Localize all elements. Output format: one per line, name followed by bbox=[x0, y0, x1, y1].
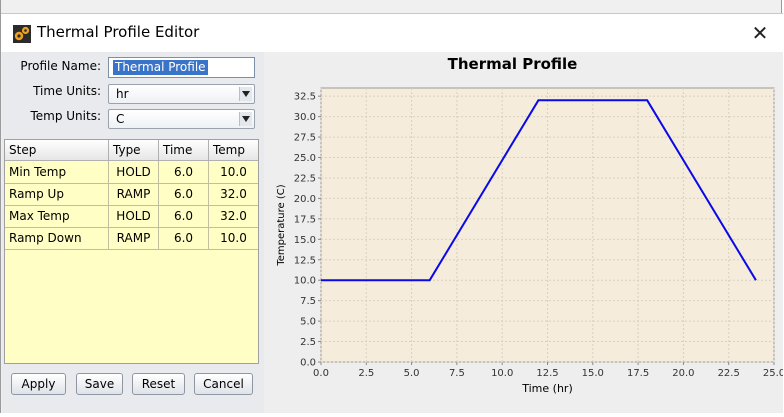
chevron-down-icon[interactable] bbox=[239, 112, 252, 126]
y-tick-label: 17.5 bbox=[294, 214, 316, 225]
chart-title: Thermal Profile bbox=[448, 55, 578, 73]
cancel-button[interactable]: Cancel bbox=[194, 373, 253, 395]
y-tick-label: 7.5 bbox=[300, 296, 316, 307]
x-tick-label: 20.0 bbox=[672, 368, 694, 379]
column-header-temp[interactable]: Temp bbox=[213, 143, 245, 157]
cell-step[interactable]: Max Temp bbox=[5, 205, 109, 227]
save-button[interactable]: Save bbox=[76, 373, 123, 395]
y-tick-label: 22.5 bbox=[294, 173, 316, 184]
cell-time[interactable]: 6.0 bbox=[159, 227, 209, 249]
window-title: Thermal Profile Editor bbox=[37, 23, 200, 41]
apply-button[interactable]: Apply bbox=[11, 373, 66, 395]
x-tick-label: 22.5 bbox=[718, 368, 740, 379]
y-tick-label: 25.0 bbox=[294, 153, 316, 164]
y-tick-label: 10.0 bbox=[294, 276, 316, 287]
y-tick-label: 32.5 bbox=[294, 92, 316, 103]
table-row[interactable]: Ramp Down RAMP 6.0 10.0 bbox=[5, 227, 258, 250]
cell-step[interactable]: Min Temp bbox=[5, 161, 109, 183]
column-header-step[interactable]: Step bbox=[5, 140, 109, 160]
x-axis-label: Time (hr) bbox=[521, 382, 573, 395]
y-axis-label: Temperature (C) bbox=[276, 184, 287, 266]
x-tick-label: 12.5 bbox=[536, 368, 558, 379]
steps-table[interactable]: Step Type Time Temp Min Temp HOLD 6.0 10… bbox=[4, 139, 259, 364]
y-tick-label: 20.0 bbox=[294, 194, 316, 205]
cell-temp[interactable]: 10.0 bbox=[220, 231, 247, 245]
y-tick-label: 27.5 bbox=[294, 133, 316, 144]
y-tick-label: 5.0 bbox=[300, 317, 316, 328]
y-tick-label: 15.0 bbox=[294, 235, 316, 246]
table-row[interactable]: Min Temp HOLD 6.0 10.0 bbox=[5, 161, 258, 184]
x-tick-label: 25.0 bbox=[763, 368, 783, 379]
x-tick-label: 7.5 bbox=[449, 368, 465, 379]
time-units-label: Time Units: bbox=[33, 84, 101, 98]
x-tick-label: 15.0 bbox=[582, 368, 604, 379]
cell-type[interactable]: HOLD bbox=[109, 205, 159, 227]
temp-units-select[interactable]: C bbox=[108, 109, 255, 129]
x-tick-label: 10.0 bbox=[491, 368, 513, 379]
table-row[interactable]: Ramp Up RAMP 6.0 32.0 bbox=[5, 183, 258, 206]
temp-units-value: C bbox=[116, 112, 125, 126]
cell-time[interactable]: 6.0 bbox=[159, 161, 209, 183]
cell-temp[interactable]: 32.0 bbox=[220, 187, 247, 201]
time-units-select[interactable]: hr bbox=[108, 84, 255, 104]
x-tick-label: 0.0 bbox=[313, 368, 329, 379]
x-tick-label: 17.5 bbox=[627, 368, 649, 379]
cell-time[interactable]: 6.0 bbox=[159, 183, 209, 205]
column-header-type[interactable]: Type bbox=[109, 140, 159, 160]
table-header: Step Type Time Temp bbox=[5, 140, 258, 161]
time-units-value: hr bbox=[116, 87, 129, 101]
cell-temp[interactable]: 32.0 bbox=[220, 209, 247, 223]
cell-temp[interactable]: 10.0 bbox=[220, 165, 247, 179]
y-tick-label: 2.5 bbox=[300, 337, 316, 348]
y-tick-label: 12.5 bbox=[294, 255, 316, 266]
profile-name-input[interactable]: Thermal Profile bbox=[108, 57, 255, 78]
column-header-time[interactable]: Time bbox=[159, 140, 209, 160]
x-tick-label: 2.5 bbox=[358, 368, 374, 379]
title-bar[interactable]: Thermal Profile Editor ✕ bbox=[1, 13, 783, 52]
profile-name-value: Thermal Profile bbox=[113, 60, 208, 75]
cell-step[interactable]: Ramp Up bbox=[5, 183, 109, 205]
chevron-down-icon[interactable] bbox=[239, 87, 252, 101]
reset-button[interactable]: Reset bbox=[132, 373, 185, 395]
close-icon[interactable]: ✕ bbox=[751, 21, 769, 45]
series-line bbox=[321, 99, 757, 282]
x-tick-label: 5.0 bbox=[404, 368, 420, 379]
thermal-profile-chart: Thermal Profile 0.0 2.5 5.0 7.5 10.0 12.5 15.0 1… bbox=[276, 55, 784, 395]
cell-time[interactable]: 6.0 bbox=[159, 205, 209, 227]
cell-type[interactable]: RAMP bbox=[109, 183, 159, 205]
gears-app-icon bbox=[13, 25, 31, 43]
y-tick-label: 0.0 bbox=[300, 358, 316, 369]
table-row[interactable]: Max Temp HOLD 6.0 32.0 bbox=[5, 205, 258, 228]
cell-type[interactable]: HOLD bbox=[109, 161, 159, 183]
profile-name-label: Profile Name: bbox=[20, 59, 101, 73]
cell-step[interactable]: Ramp Down bbox=[5, 227, 109, 249]
y-tick-label: 30.0 bbox=[294, 112, 316, 123]
temp-units-label: Temp Units: bbox=[30, 109, 101, 123]
cell-type[interactable]: RAMP bbox=[109, 227, 159, 249]
chart-panel: Thermal Profile 0.0 2.5 5.0 7.5 10.0 12.5 15.0 1… bbox=[264, 52, 784, 413]
